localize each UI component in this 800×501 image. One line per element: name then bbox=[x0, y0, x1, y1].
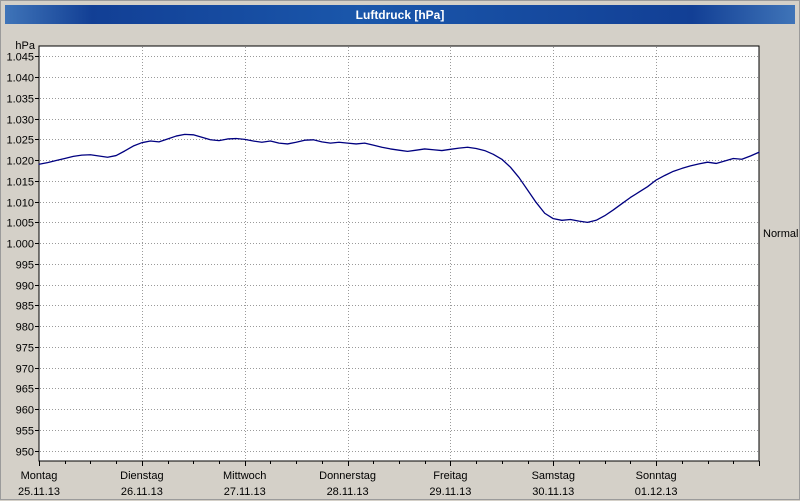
y-tick-label: 995 bbox=[16, 260, 34, 272]
x-day-date: 25.11.13 bbox=[18, 486, 60, 498]
y-tick-label: 1.015 bbox=[6, 177, 34, 189]
x-day-name: Dienstag bbox=[120, 470, 163, 482]
y-tick-label: 960 bbox=[16, 405, 34, 417]
y-tick-label: 950 bbox=[16, 447, 34, 459]
chart-title: Luftdruck [hPa] bbox=[355, 7, 445, 22]
normal-annotation-label: Normal bbox=[763, 228, 798, 240]
x-day-name: Samstag bbox=[532, 470, 575, 482]
y-tick-label: 965 bbox=[16, 384, 34, 396]
y-tick-label: 1.020 bbox=[6, 156, 34, 168]
x-day-date: 01.12.13 bbox=[635, 486, 678, 498]
y-axis-unit-label: hPa bbox=[15, 40, 35, 52]
x-day-date: 28.11.13 bbox=[327, 486, 369, 498]
y-tick-label: 955 bbox=[16, 426, 34, 438]
y-tick-label: 1.040 bbox=[6, 73, 34, 85]
y-tick-label: 1.045 bbox=[6, 52, 34, 64]
x-day-date: 30.11.13 bbox=[532, 486, 574, 498]
y-tick-label: 970 bbox=[16, 364, 34, 376]
y-tick-label: 1.005 bbox=[6, 218, 34, 230]
y-tick-label: 1.035 bbox=[6, 94, 34, 106]
y-tick-label: 1.000 bbox=[6, 239, 34, 251]
y-tick-label: 985 bbox=[16, 301, 34, 313]
x-day-name: Mittwoch bbox=[223, 470, 266, 482]
y-tick-label: 1.010 bbox=[6, 198, 34, 210]
x-day-labels: Montag 25.11.13 Dienstag 26.11.13 Mittwoch 27… bbox=[18, 470, 678, 498]
x-day-date: 27.11.13 bbox=[224, 486, 266, 498]
y-tick-label: 980 bbox=[16, 322, 34, 334]
y-tick-label: 1.025 bbox=[6, 135, 34, 147]
plot-area bbox=[39, 46, 759, 461]
x-axis-ticks bbox=[39, 461, 760, 466]
x-day-name: Montag bbox=[21, 470, 58, 482]
y-tick-label: 975 bbox=[16, 343, 34, 355]
x-day-date: 26.11.13 bbox=[121, 486, 163, 498]
y-tick-label: 1.030 bbox=[6, 115, 34, 127]
x-day-name: Freitag bbox=[433, 470, 467, 482]
y-axis-ticks bbox=[35, 56, 39, 452]
x-day-name: Sonntag bbox=[636, 470, 677, 482]
title-bar: Luftdruck [hPa] bbox=[5, 5, 795, 24]
y-tick-labels: 1.045 1.040 1.035 1.030 1.025 1.020 1.015 1.010… bbox=[6, 52, 34, 459]
y-tick-label: 990 bbox=[16, 281, 34, 293]
x-day-date: 29.11.13 bbox=[429, 486, 471, 498]
pressure-line bbox=[38, 133, 760, 224]
x-day-name: Donnerstag bbox=[319, 470, 376, 482]
